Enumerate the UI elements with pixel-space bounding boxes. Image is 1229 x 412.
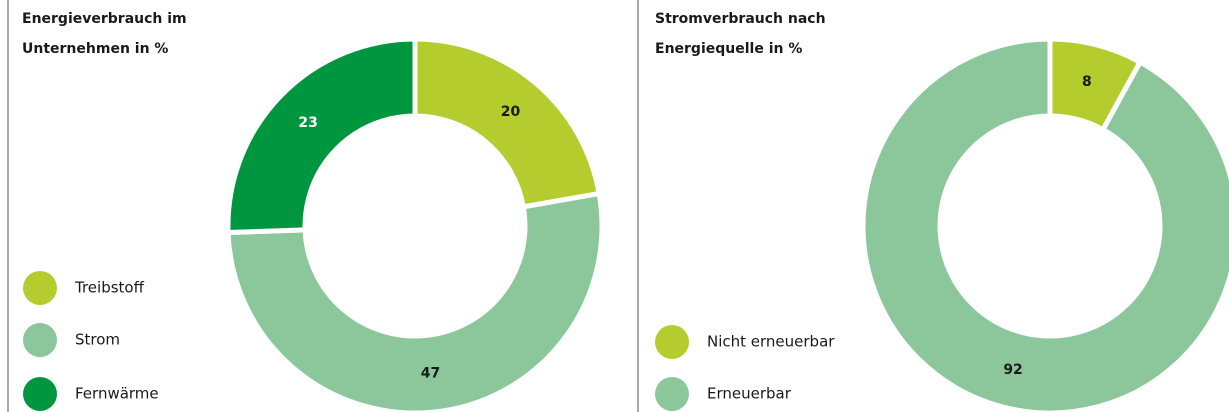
legend-swatch [23,377,57,411]
legend-swatch [655,325,689,359]
chart-title: Stromverbrauch nach Energiequelle in % [655,11,826,57]
data-label: 47 [421,366,440,382]
data-label: 20 [501,104,521,120]
donut-segment [412,36,602,210]
legend-label: Erneuerbar [707,385,792,403]
legend-label: Strom [75,331,120,349]
chart-title: Energieverbrauch im Unternehmen in % [22,11,187,57]
legend-swatch [655,377,689,411]
legend-label: Nicht erneuerbar [707,333,835,351]
legend-label: Treibstoff [74,279,145,297]
legend-label: Fernwärme [75,385,159,403]
legend-swatch [23,323,57,357]
legend-swatch [23,271,57,305]
data-label: 23 [298,115,317,131]
data-label: 92 [1003,362,1022,378]
donut-segment [225,191,605,412]
donut-segment [860,36,1229,412]
data-label: 8 [1082,74,1092,90]
donut-segment [225,36,418,236]
